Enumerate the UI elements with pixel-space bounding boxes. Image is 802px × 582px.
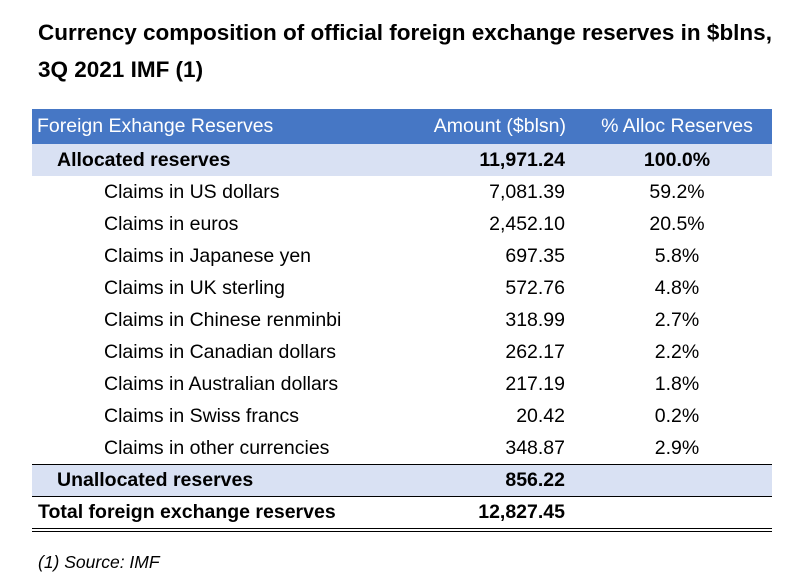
claims-list: Claims in US dollars 7,081.39 59.2% Clai… [32,176,772,464]
row-label: Claims in UK sterling [104,276,285,299]
footnote: (1) Source: IMF [38,552,160,572]
row-percent: 59.2% [649,180,705,203]
header-category: Foreign Exhange Reserves [37,115,274,137]
table-row: Claims in Swiss francs 20.42 0.2% [32,400,772,432]
row-amount: 348.87 [505,436,565,459]
table-row: Claims in Canadian dollars 262.17 2.2% [32,336,772,368]
row-label: Claims in Australian dollars [104,372,339,395]
reserves-table: Foreign Exhange Reserves Amount ($blsn) … [32,109,772,532]
row-amount: 856.22 [505,469,565,491]
row-label: Claims in Canadian dollars [104,340,336,363]
row-percent: 2.9% [654,436,700,459]
table-header: Foreign Exhange Reserves Amount ($blsn) … [32,109,772,144]
table-row: Claims in Australian dollars 217.19 1.8% [32,368,772,400]
table-row: Claims in UK sterling 572.76 4.8% [32,272,772,304]
table-row: Claims in euros 2,452.10 20.5% [32,208,772,240]
row-amount: 318.99 [505,308,565,331]
total-row: Total foreign exchange reserves 12,827.4… [32,496,772,528]
row-label: Claims in US dollars [104,180,280,203]
row-amount: 7,081.39 [489,180,565,203]
row-label: Unallocated reserves [57,469,254,491]
row-amount: 697.35 [505,244,565,267]
row-percent: 1.8% [654,372,700,395]
row-amount: 20.42 [516,404,565,427]
row-amount: 572.76 [505,276,565,299]
row-percent: 2.2% [654,340,700,363]
table-row: Claims in Japanese yen 697.35 5.8% [32,240,772,272]
double-underline [32,528,772,532]
row-label: Claims in Japanese yen [104,244,312,267]
allocated-row: Allocated reserves 11,971.24 100.0% [32,144,772,176]
row-amount: 262.17 [505,340,565,363]
row-percent: 20.5% [649,212,705,235]
header-percent: % Alloc Reserves [601,115,753,137]
row-label: Claims in Swiss francs [104,404,300,427]
table-row: Claims in other currencies 348.87 2.9% [32,432,772,464]
header-amount: Amount ($blsn) [433,115,566,137]
page-title: Currency composition of official foreign… [38,20,772,82]
row-percent: 4.8% [654,276,700,299]
row-percent: 5.8% [654,244,700,267]
row-label: Total foreign exchange reserves [38,501,336,523]
row-percent: 2.7% [654,308,700,331]
row-label: Claims in euros [104,212,239,235]
row-label: Claims in Chinese renminbi [104,308,342,331]
table-row: Claims in US dollars 7,081.39 59.2% [32,176,772,208]
row-percent: 0.2% [654,404,700,427]
row-amount: 11,971.24 [479,148,565,171]
row-percent: 100.0% [643,148,711,171]
row-label: Allocated reserves [57,148,231,171]
row-label: Claims in other currencies [104,436,330,459]
row-amount: 2,452.10 [489,212,565,235]
row-amount: 12,827.45 [478,501,565,523]
row-amount: 217.19 [505,372,565,395]
unallocated-row: Unallocated reserves 856.22 [32,464,772,496]
table-row: Claims in Chinese renminbi 318.99 2.7% [32,304,772,336]
